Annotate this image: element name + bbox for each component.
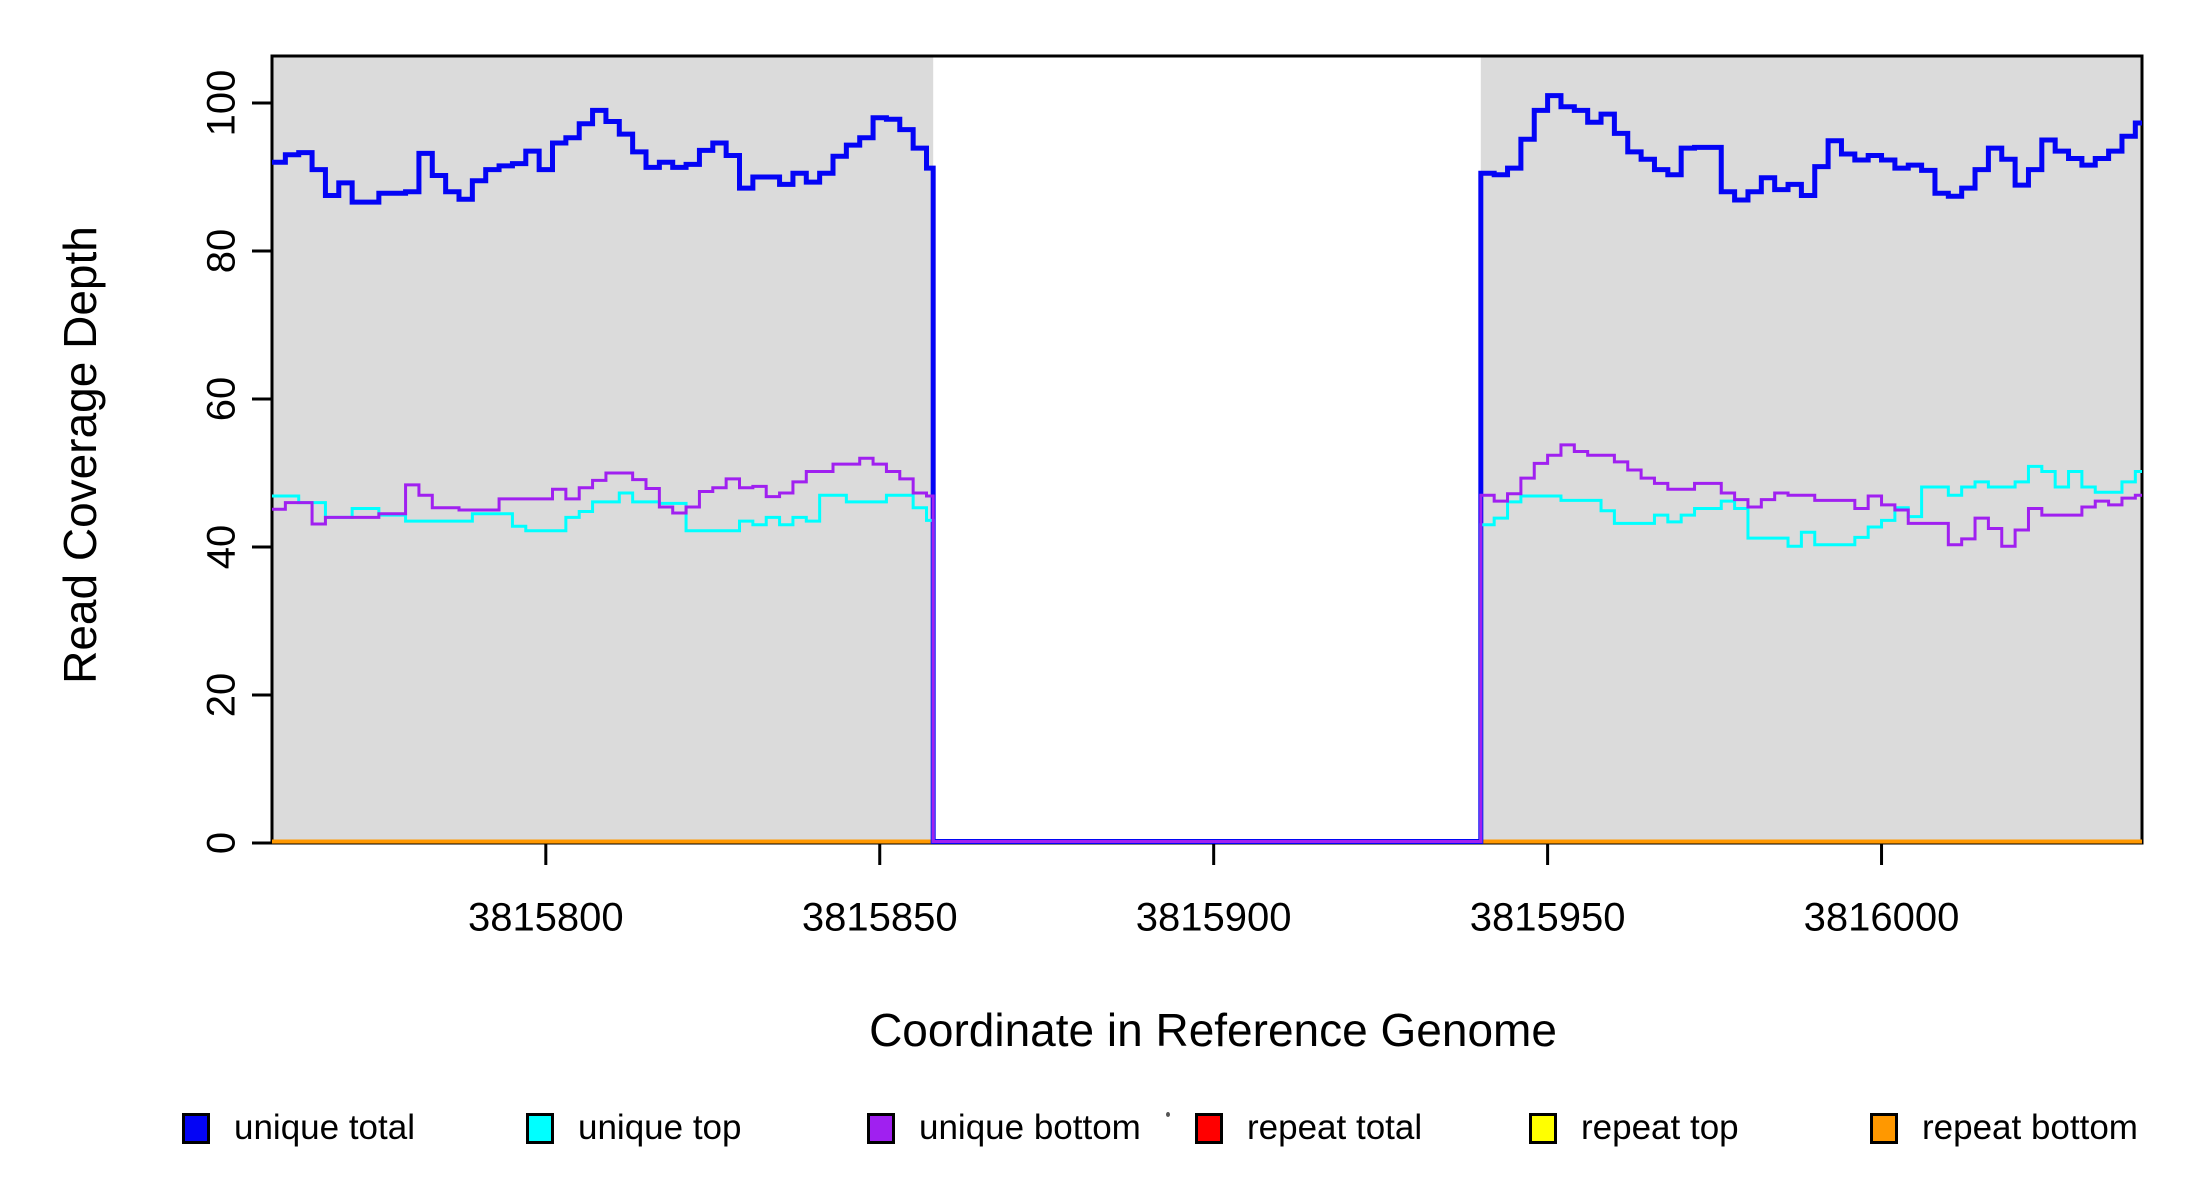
legend-item-unique-top: unique top [526,1108,741,1148]
x-tick-label: 3815950 [1469,895,1626,940]
y-axis-title: Read Coverage Depth [54,226,106,684]
legend-item-repeat-bottom: repeat bottom [1870,1108,2138,1148]
legend-label: repeat bottom [1922,1108,2138,1147]
x-tick-label: 3816000 [1803,895,1960,940]
legend-swatch [1529,1112,1557,1144]
y-tick-label: 80 [199,228,244,274]
legend-label: unique top [578,1108,742,1147]
y-tick-label: 20 [199,672,244,718]
shaded-region-unique-mappability-right [1480,56,2142,843]
series-unique-bottom [272,443,2142,843]
x-axis-title: Coordinate in Reference Genome [869,1004,1557,1056]
x-tick-label: 3815900 [1135,895,1292,940]
legend-label: repeat total [1247,1108,1423,1147]
legend-swatch [526,1112,554,1144]
shaded-region-unique-mappability-left [272,56,934,843]
legend-item-repeat-top: repeat top [1529,1108,1739,1148]
legend-swatch [1195,1112,1223,1144]
y-tick-label: 0 [199,831,244,855]
legend-label: repeat top [1581,1108,1739,1147]
legend-swatch [1870,1112,1898,1144]
series-unique-top [272,464,2142,843]
legend-item-unique-total: unique total [182,1108,415,1148]
x-tick-label: 3815800 [467,895,624,940]
legend-swatch [182,1112,210,1144]
legend-label: unique total [234,1108,415,1147]
y-tick-label: 60 [199,376,244,422]
stray-dot-mark [1166,1112,1170,1117]
legend-swatch [867,1112,895,1144]
legend-item-unique-bottom: unique bottom [867,1108,1141,1148]
y-tick-label: 100 [199,69,244,137]
y-tick-label: 40 [199,524,244,570]
legend-item-repeat-total: repeat total [1195,1108,1422,1148]
x-tick-label: 3815850 [801,895,958,940]
legend-label: unique bottom [919,1108,1141,1147]
